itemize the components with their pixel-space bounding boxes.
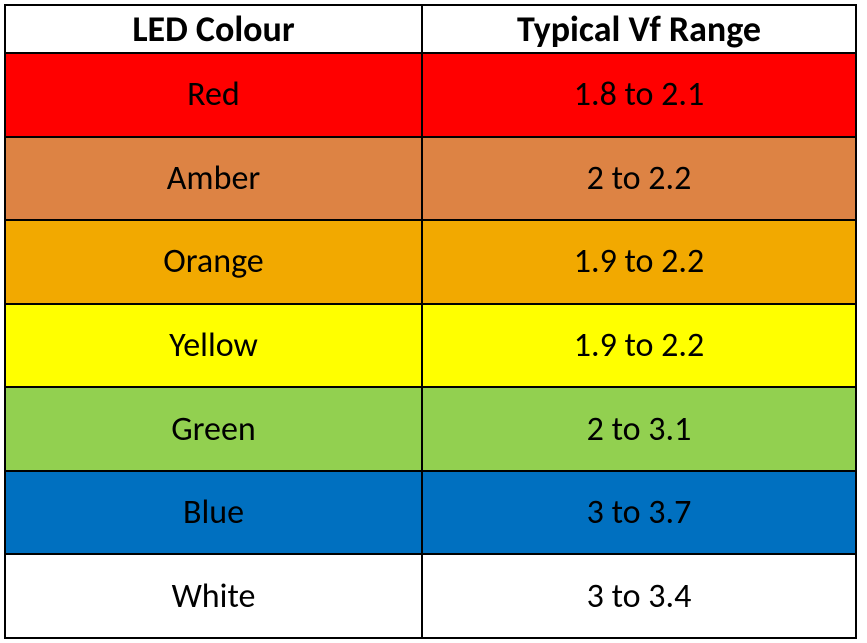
- cell-vf: 1.9 to 2.2: [422, 220, 856, 304]
- header-vf-range: Typical Vf Range: [422, 5, 856, 53]
- cell-colour: Yellow: [5, 304, 422, 388]
- table-header-row: LED Colour Typical Vf Range: [5, 5, 856, 53]
- cell-vf: 3 to 3.7: [422, 471, 856, 555]
- led-vf-table-wrap: LED Colour Typical Vf Range Red 1.8 to 2…: [0, 0, 867, 643]
- cell-colour: White: [5, 554, 422, 638]
- cell-vf: 1.8 to 2.1: [422, 53, 856, 137]
- table-row: Blue 3 to 3.7: [5, 471, 856, 555]
- led-vf-table: LED Colour Typical Vf Range Red 1.8 to 2…: [4, 4, 857, 639]
- table-row: White 3 to 3.4: [5, 554, 856, 638]
- table-row: Orange 1.9 to 2.2: [5, 220, 856, 304]
- cell-vf: 3 to 3.4: [422, 554, 856, 638]
- table-row: Yellow 1.9 to 2.2: [5, 304, 856, 388]
- cell-colour: Red: [5, 53, 422, 137]
- table-row: Green 2 to 3.1: [5, 387, 856, 471]
- cell-colour: Orange: [5, 220, 422, 304]
- cell-vf: 1.9 to 2.2: [422, 304, 856, 388]
- cell-colour: Amber: [5, 137, 422, 221]
- cell-vf: 2 to 2.2: [422, 137, 856, 221]
- cell-colour: Green: [5, 387, 422, 471]
- header-led-colour: LED Colour: [5, 5, 422, 53]
- cell-colour: Blue: [5, 471, 422, 555]
- table-row: Amber 2 to 2.2: [5, 137, 856, 221]
- cell-vf: 2 to 3.1: [422, 387, 856, 471]
- table-row: Red 1.8 to 2.1: [5, 53, 856, 137]
